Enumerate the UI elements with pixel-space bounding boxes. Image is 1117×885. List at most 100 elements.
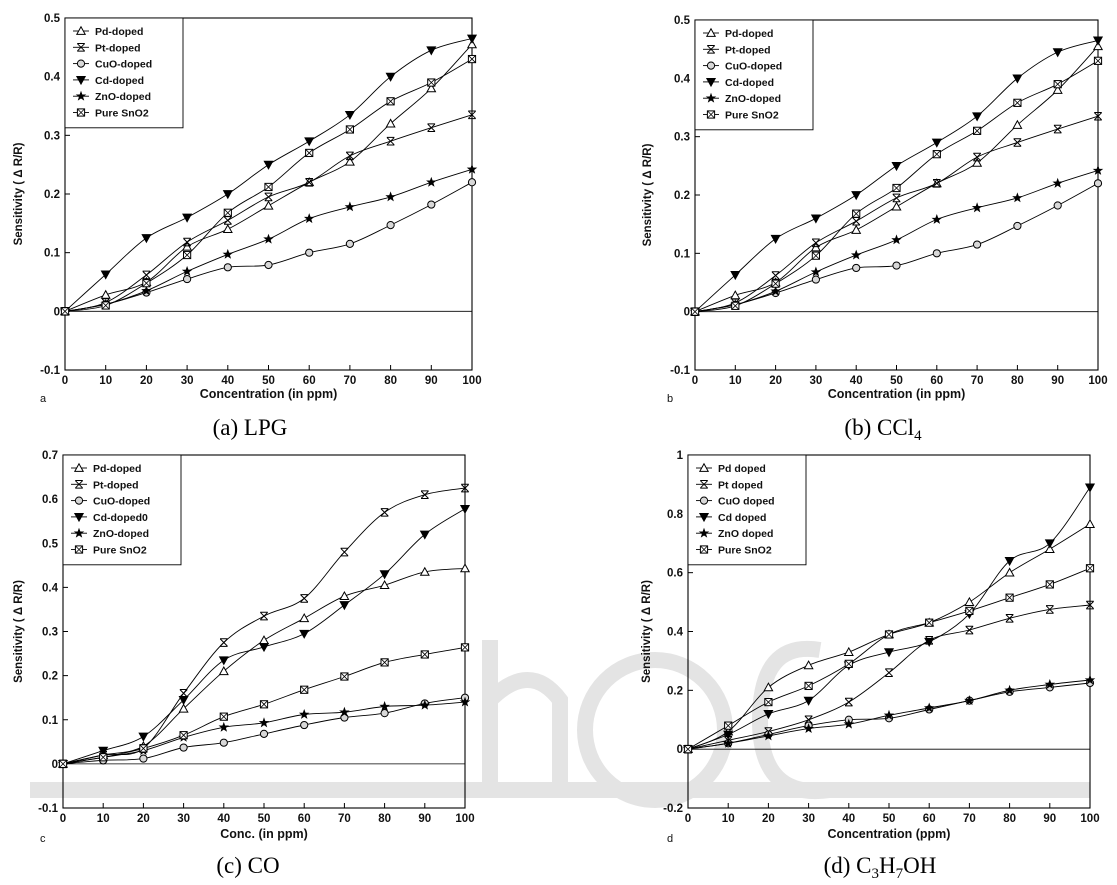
data-point [263,160,274,170]
data-point [1012,74,1023,84]
x-tick-label: 80 [384,375,397,387]
data-point [884,630,894,639]
data-point [770,285,781,296]
series-cd-doped [682,483,1096,755]
data-point [1013,98,1022,107]
data-point [1084,518,1096,528]
data-point [892,261,901,270]
legend-marker [706,61,716,70]
panel-caption: (c) CO [216,853,279,878]
legend-item: Cd-doped [703,77,774,89]
x-axis-label: Concentration (in ppm) [828,387,966,401]
x-tick-label: 100 [1080,813,1099,825]
legend-label: Pt-doped [93,479,139,491]
data-point [852,263,861,273]
data-point [141,234,152,244]
panel-caption: (a) LPG [213,415,288,440]
data-point [1013,138,1022,147]
data-point [263,200,274,210]
legend-marker [699,545,709,554]
y-axis-label: Sensitivity ( Δ R/R) [642,143,654,246]
y-axis-label: Sensitivity ( Δ R/R) [13,142,25,245]
data-point [844,697,853,707]
data-point [264,192,273,202]
legend-label: Cd doped [718,512,766,524]
data-point [459,504,471,515]
data-point [1093,179,1103,188]
y-tick-label: 0.2 [674,190,690,202]
data-point [183,250,192,260]
data-point [263,233,274,244]
data-point [305,177,314,187]
legend-item: Pure SnO2 [71,545,147,557]
legend-marker [74,496,84,505]
data-point [1013,221,1022,231]
data-point [385,72,396,82]
data-point [770,234,781,244]
data-point [344,156,355,166]
y-tick-label: 0.2 [42,671,58,683]
x-tick-label: 40 [221,375,234,387]
background-watermark [30,640,1090,808]
data-point [139,744,148,753]
data-point [223,216,232,225]
x-tick-label: 80 [378,813,391,825]
data-point [218,721,230,732]
series-cuo-doped [60,178,477,316]
data-point [891,161,902,172]
data-point [1005,613,1014,623]
data-point [385,191,396,202]
data-point [260,611,268,621]
legend-item: Pd-doped [73,25,143,38]
charts-layer: -0.100.10.20.30.40.50 10 20 30 40 50 60 70 80 90 1… [13,13,1108,882]
y-tick-label: 0.1 [674,248,691,260]
series-pt-doped [684,600,1094,754]
data-point [844,659,853,668]
legend-marker [700,480,708,489]
data-point [1012,192,1023,203]
data-point [264,182,273,192]
legend-box [687,454,807,566]
data-point [891,234,902,245]
data-point [885,668,893,677]
data-point [99,753,108,762]
data-point [1004,684,1015,695]
x-tick-label: 80 [1003,813,1016,825]
legend-box [694,19,814,131]
legend-item: Pure SnO2 [73,108,149,120]
chart-panel-a: -0.100.10.20.30.40.50 10 20 30 40 50 60 70 80 90 1… [13,13,482,440]
data-point [1052,84,1063,94]
x-tick-label: 100 [1088,375,1107,387]
data-point [222,223,233,234]
data-point [1004,567,1015,577]
data-point [426,83,437,93]
y-tick-label: 0.8 [667,509,684,521]
data-point [843,646,854,656]
x-axis-label: Concentration (in ppm) [200,387,338,401]
data-point [101,301,110,310]
data-point [419,566,430,576]
legend-item: Pd doped [696,462,766,475]
panel-letter: c [40,833,46,845]
data-point [1044,539,1055,549]
data-point [141,285,152,296]
x-tick-label: 0 [685,813,691,825]
data-point [467,178,477,187]
series-line [694,115,1099,313]
data-point [427,78,436,87]
x-tick-label: 70 [971,375,984,387]
data-point [722,737,734,748]
data-point [771,271,780,280]
data-point [379,579,390,590]
data-point [883,648,895,658]
legend-marker [705,27,717,37]
data-point [973,240,982,249]
y-tick-label: -0.1 [38,803,58,815]
data-point [179,731,188,740]
legend-label: Pd-doped [725,28,773,40]
data-point [223,208,232,217]
data-point [179,743,188,752]
data-point [683,745,693,754]
legend-item: CuO doped [696,496,775,508]
data-point [892,183,901,193]
